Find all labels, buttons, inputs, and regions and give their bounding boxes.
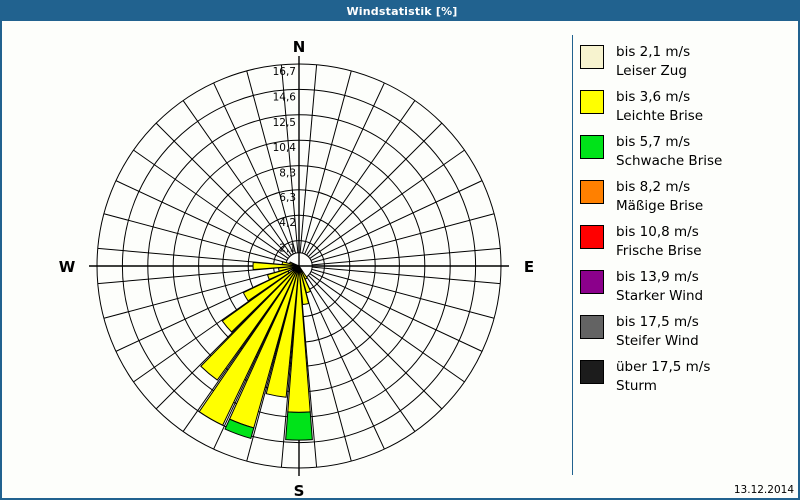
grid-spoke — [155, 122, 291, 258]
grid-spoke — [133, 149, 289, 259]
grid-spoke — [103, 268, 287, 319]
legend-item: über 17,5 m/s Sturm — [580, 358, 795, 396]
windrose-sector-segment — [224, 418, 255, 440]
grid-spoke — [304, 82, 385, 255]
legend-speed: bis 2,1 m/s — [616, 44, 691, 60]
compass-label-west: W — [59, 258, 76, 276]
window-content: 2,1 4,2 6,3 8,3 10,4 12,5 14,6 16,7 N E S W bis 2,1… — [2, 21, 798, 500]
legend-item: bis 10,8 m/s Frische Brise — [580, 223, 795, 261]
compass-label-east: E — [524, 258, 534, 276]
legend-item: bis 3,6 m/s Leichte Brise — [580, 88, 795, 126]
grid-spoke — [301, 70, 352, 254]
window-title: Windstatistik [%] — [346, 5, 458, 18]
grid-spoke — [311, 213, 495, 264]
grid-spoke — [301, 278, 352, 462]
legend-color-swatch — [580, 315, 604, 339]
legend-color-swatch — [580, 45, 604, 69]
label-layer: 2,1 4,2 6,3 8,3 10,4 12,5 14,6 16,7 N E S W — [59, 38, 534, 500]
grid-spoke — [312, 266, 501, 285]
data-layer — [198, 261, 313, 441]
legend-name: Mäßige Brise — [616, 198, 704, 214]
legend-divider — [572, 35, 573, 475]
legend-label: bis 13,9 m/s Starker Wind — [616, 268, 703, 306]
grid-spoke — [306, 276, 416, 432]
grid-spoke — [309, 273, 465, 383]
radial-tick-label: 12,5 — [273, 117, 296, 129]
grid-spoke — [280, 64, 299, 253]
grid-spoke — [246, 70, 297, 254]
legend-speed: bis 8,2 m/s — [616, 179, 691, 195]
legend-item: bis 13,9 m/s Starker Wind — [580, 268, 795, 306]
legend-item: bis 2,1 m/s Leiser Zug — [580, 43, 795, 81]
legend-speed: über 17,5 m/s — [616, 359, 711, 375]
grid-spoke — [304, 277, 385, 450]
legend-name: Leiser Zug — [616, 63, 687, 79]
grid-spoke — [306, 100, 416, 256]
legend-color-swatch — [580, 135, 604, 159]
legend-speed: bis 5,7 m/s — [616, 134, 691, 150]
radial-tick-label: 14,6 — [273, 91, 297, 103]
windrose-plot: 2,1 4,2 6,3 8,3 10,4 12,5 14,6 16,7 N E S W — [2, 21, 568, 500]
legend-label: bis 10,8 m/s Frische Brise — [616, 223, 702, 261]
legend-color-swatch — [580, 270, 604, 294]
legend-item: bis 17,5 m/s Steifer Wind — [580, 313, 795, 351]
legend: bis 2,1 m/s Leiser Zug bis 3,6 m/s Leichte … — [580, 43, 795, 403]
window-titlebar: Windstatistik [%] — [2, 2, 798, 21]
legend-color-swatch — [580, 225, 604, 249]
grid-spoke — [299, 64, 318, 253]
grid-spoke — [307, 274, 443, 410]
legend-name: Frische Brise — [616, 243, 702, 259]
grid-spoke — [311, 268, 495, 319]
grid-spoke — [103, 213, 287, 264]
legend-speed: bis 13,9 m/s — [616, 269, 699, 285]
grid-spoke — [307, 122, 443, 258]
grid-spoke — [309, 149, 465, 259]
legend-name: Leichte Brise — [616, 108, 704, 124]
radial-tick-label: 4,2 — [279, 217, 296, 229]
legend-name: Schwache Brise — [616, 153, 723, 169]
legend-name: Steifer Wind — [616, 333, 699, 349]
legend-color-swatch — [580, 360, 604, 384]
radial-tick-label: 2,1 — [279, 243, 296, 255]
legend-name: Starker Wind — [616, 288, 704, 304]
windrose-sector-segment — [289, 261, 298, 266]
windrose-svg: 2,1 4,2 6,3 8,3 10,4 12,5 14,6 16,7 N E S W — [59, 38, 534, 500]
legend-item: bis 8,2 m/s Mäßige Brise — [580, 178, 795, 216]
grid-spoke — [310, 180, 483, 261]
legend-label: über 17,5 m/s Sturm — [616, 358, 710, 396]
date-stamp: 13.12.2014 — [733, 484, 794, 496]
grid-spoke — [213, 82, 294, 255]
legend-item: bis 5,7 m/s Schwache Brise — [580, 133, 795, 171]
compass-label-north: N — [293, 38, 306, 56]
grid-spoke — [115, 180, 288, 261]
legend-label: bis 2,1 m/s Leiser Zug — [616, 43, 690, 81]
legend-speed: bis 17,5 m/s — [616, 314, 699, 330]
legend-label: bis 17,5 m/s Steifer Wind — [616, 313, 699, 351]
legend-speed: bis 10,8 m/s — [616, 224, 699, 240]
grid-spoke — [182, 100, 292, 256]
radial-tick-label: 10,4 — [273, 142, 297, 154]
radial-tick-label: 16,7 — [273, 66, 296, 78]
compass-label-south: S — [294, 482, 305, 500]
legend-label: bis 8,2 m/s Mäßige Brise — [616, 178, 703, 216]
radial-tick-label: 8,3 — [279, 168, 296, 180]
radial-tick-label: 6,3 — [279, 192, 296, 204]
legend-name: Sturm — [616, 378, 657, 394]
grid-spoke — [310, 271, 483, 352]
grid-spoke — [312, 247, 501, 266]
legend-label: bis 5,7 m/s Schwache Brise — [616, 133, 722, 171]
legend-color-swatch — [580, 90, 604, 114]
legend-label: bis 3,6 m/s Leichte Brise — [616, 88, 703, 126]
legend-color-swatch — [580, 180, 604, 204]
windrose-sector-segment — [285, 411, 313, 441]
legend-speed: bis 3,6 m/s — [616, 89, 691, 105]
